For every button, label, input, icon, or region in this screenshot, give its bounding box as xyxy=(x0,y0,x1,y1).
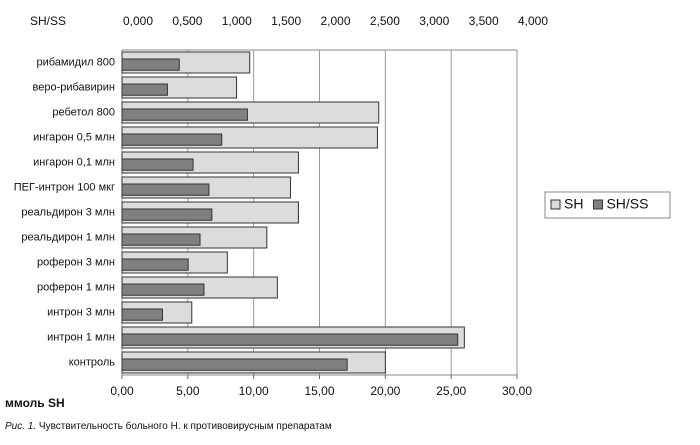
y-tick-label: ребетол 800 xyxy=(52,106,115,118)
x-tick-label: 5,00 xyxy=(176,384,200,398)
x-tick-label: 20,00 xyxy=(370,384,400,398)
bar xyxy=(121,183,210,196)
y-tick-label: интрон 1 млн xyxy=(47,331,115,343)
x-tick-label: 15,00 xyxy=(304,384,334,398)
caption-text: Чувствительность больного Н. к противови… xyxy=(39,420,332,432)
x2-tick-label: 0,000 xyxy=(123,14,153,28)
x2-axis-title: SH/SS xyxy=(30,14,66,28)
y-tick-label: ингарон 0,5 млн xyxy=(33,131,115,143)
bar xyxy=(121,233,201,246)
x-tick-label: 25,00 xyxy=(436,384,466,398)
bar xyxy=(121,83,168,96)
caption-label: Рис. 1. xyxy=(5,421,36,432)
bar xyxy=(121,133,223,146)
legend-label: SH/SS xyxy=(606,196,648,212)
bar xyxy=(121,283,205,296)
x-tick-label: 10,00 xyxy=(239,384,269,398)
bar xyxy=(121,333,459,346)
y-tick-label: роферон 3 млн xyxy=(37,256,115,268)
bar xyxy=(121,58,180,71)
bar xyxy=(121,308,163,321)
legend-label: SH xyxy=(564,196,583,212)
x2-tick-label: 2,500 xyxy=(370,14,400,28)
x2-tick-label: 1,500 xyxy=(271,14,301,28)
x2-tick-label: 4,000 xyxy=(518,14,548,28)
bar xyxy=(121,258,189,271)
caption: Рис. 1. Чувствительность больного Н. к п… xyxy=(5,420,332,432)
y-tick-label: ингарон 0,1 млн xyxy=(33,156,115,168)
bar xyxy=(121,358,348,371)
x-tick-label: 0,00 xyxy=(110,384,134,398)
bar xyxy=(121,158,194,171)
legend-box xyxy=(544,191,671,219)
x2-tick-label: 3,000 xyxy=(419,14,449,28)
y-tick-label: ПЕГ-интрон 100 мкг xyxy=(14,181,115,193)
x-axis-title: ммоль SH xyxy=(5,396,65,410)
legend-swatch xyxy=(550,199,561,210)
x2-tick-label: 1,000 xyxy=(222,14,252,28)
x2-tick-label: 3,500 xyxy=(469,14,499,28)
y-tick-label: реальдирон 3 млн xyxy=(21,206,115,218)
bar xyxy=(121,108,248,121)
y-tick-label: рибамидил 800 xyxy=(36,56,115,68)
x-tick-label: 30,00 xyxy=(502,384,532,398)
y-tick-label: веро-рибавирин xyxy=(33,81,116,93)
y-tick-label: роферон 1 млн xyxy=(37,281,115,293)
x2-tick-label: 0,500 xyxy=(172,14,202,28)
x2-tick-label: 2,000 xyxy=(320,14,350,28)
y-tick-label: контроль xyxy=(69,356,116,368)
legend-swatch xyxy=(592,199,603,210)
bar xyxy=(121,208,213,221)
y-tick-label: интрон 3 млн xyxy=(47,306,115,318)
y-tick-label: реальдирон 1 млн xyxy=(21,231,115,243)
